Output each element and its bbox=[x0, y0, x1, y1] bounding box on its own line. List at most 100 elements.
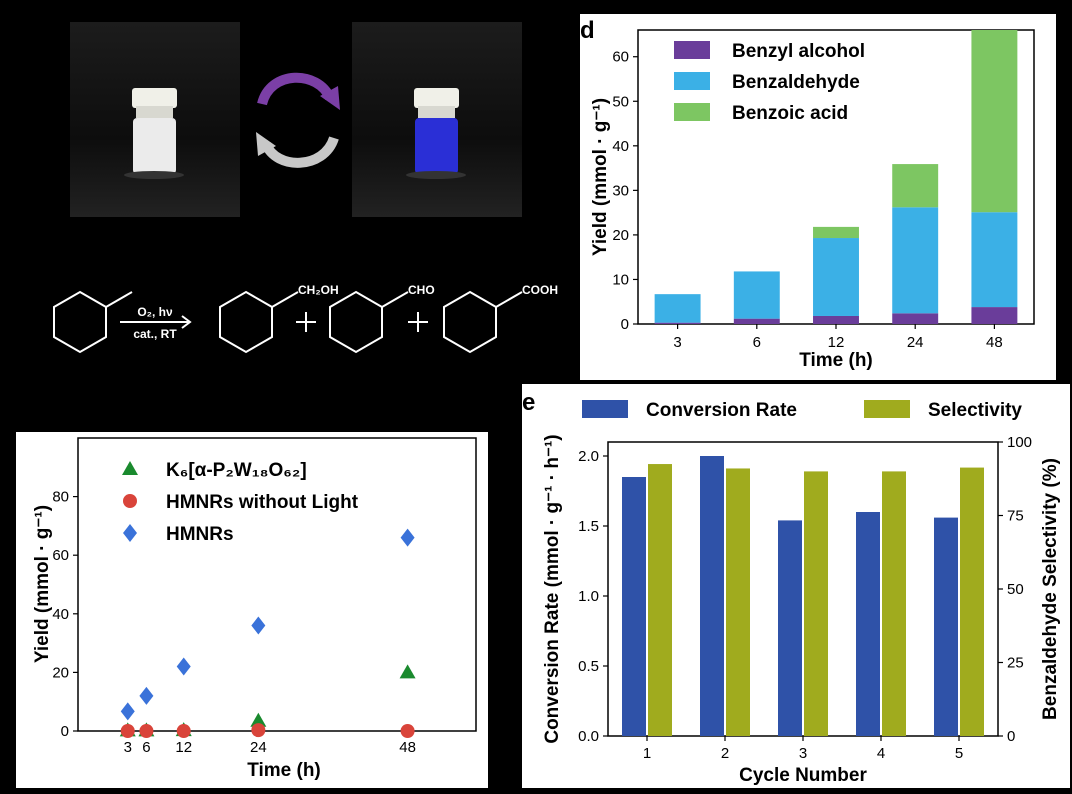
legend-label: Conversion Rate bbox=[646, 400, 797, 421]
legend-label: Benzaldehyde bbox=[732, 72, 860, 93]
point-circle bbox=[400, 724, 415, 738]
legend-label: HMNRs without Light bbox=[166, 492, 359, 513]
cycle-arrow-bottom-head bbox=[256, 132, 276, 156]
cycle-arrow-bottom bbox=[261, 136, 339, 168]
bar-benzyl-alcohol bbox=[892, 313, 939, 324]
legend-marker bbox=[122, 461, 138, 475]
chart-e-panel: e 0.0 0.5 1.0 1.5 2.0 0 25 50 75 100 1 2 3 4 5 Conversi… bbox=[522, 384, 1070, 788]
point-diamond bbox=[251, 616, 266, 635]
legend-label: Benzyl alcohol bbox=[732, 41, 865, 62]
y-tick-label: 40 bbox=[52, 606, 69, 623]
benzoic-acid-ring bbox=[443, 290, 497, 354]
x-tick-label: 3 bbox=[799, 745, 807, 762]
chart-c-panel: 0 20 40 60 80 3 6 12 24 48 K₆[α-P₂W₁₈O₆₂] HMNRs wit… bbox=[16, 432, 488, 788]
bar-selectivity bbox=[882, 471, 906, 736]
bar-conversion-rate bbox=[778, 520, 802, 736]
product-label-cho: CHO bbox=[408, 283, 435, 297]
plot-frame bbox=[77, 437, 477, 732]
bar-benzaldehyde bbox=[733, 271, 780, 319]
x-tick-label: 24 bbox=[907, 334, 924, 351]
x-tick-label: 6 bbox=[142, 739, 150, 756]
bar-benzyl-alcohol bbox=[654, 322, 701, 324]
x-tick-label: 12 bbox=[828, 334, 845, 351]
y-axis-left-title: Conversion Rate (mmol · g⁻¹ · h⁻¹) bbox=[542, 434, 563, 743]
y-tick-label: 60 bbox=[612, 49, 629, 66]
bar-benzoic-acid bbox=[813, 226, 859, 239]
y-tick-label: 50 bbox=[612, 93, 629, 110]
x-tick-label: 12 bbox=[175, 739, 192, 756]
y-tick-label: 30 bbox=[612, 182, 629, 199]
legend-marker bbox=[123, 494, 137, 508]
bar-benzaldehyde bbox=[892, 207, 939, 314]
bar-benzyl-alcohol bbox=[813, 315, 859, 324]
cycle-arrow-top-head bbox=[320, 86, 340, 110]
bar-benzyl-alcohol bbox=[733, 318, 780, 324]
y-right-tick-label: 50 bbox=[1007, 581, 1024, 598]
legend-swatch bbox=[674, 72, 710, 90]
photo-after-irradiation bbox=[352, 22, 522, 217]
bar-conversion-rate bbox=[856, 512, 880, 736]
point-diamond bbox=[400, 528, 415, 547]
bar-selectivity bbox=[648, 464, 672, 736]
product-label-ch2oh: CH₂OH bbox=[298, 283, 339, 297]
benzaldehyde-ring bbox=[329, 290, 383, 354]
chart-c: 0 20 40 60 80 3 6 12 24 48 K₆[α-P₂W₁₈O₆₂] HMNRs wit… bbox=[32, 437, 477, 781]
x-tick-label: 5 bbox=[955, 745, 963, 762]
y-right-tick-label: 100 bbox=[1007, 434, 1032, 451]
point-circle bbox=[251, 723, 266, 738]
x-axis-title: Cycle Number bbox=[739, 765, 867, 786]
bar-conversion-rate bbox=[700, 456, 724, 736]
point-diamond bbox=[120, 702, 135, 721]
point-circle bbox=[176, 724, 191, 738]
vial-liquid bbox=[133, 118, 176, 174]
legend-swatch bbox=[674, 103, 710, 121]
cycle-arrow-top bbox=[257, 72, 335, 106]
point-diamond bbox=[139, 686, 154, 705]
bar-conversion-rate bbox=[934, 517, 958, 736]
y-tick-label: 40 bbox=[612, 138, 629, 155]
point-circle bbox=[120, 724, 135, 738]
chart-e: e 0.0 0.5 1.0 1.5 2.0 0 25 50 75 100 1 2 3 4 5 Conversi… bbox=[522, 389, 1061, 786]
x-tick-label: 6 bbox=[753, 334, 761, 351]
x-tick-label: 2 bbox=[721, 745, 729, 762]
product-label-cooh: COOH bbox=[522, 283, 558, 297]
y-tick-label: 0 bbox=[621, 316, 629, 333]
y-left-tick-label: 0.0 bbox=[578, 728, 599, 745]
bar-benzoic-acid bbox=[971, 30, 1018, 213]
point-circle bbox=[139, 724, 154, 738]
y-tick-label: 0 bbox=[61, 723, 69, 740]
vial-liquid bbox=[415, 118, 458, 174]
legend-swatch bbox=[864, 400, 910, 418]
x-tick-label: 3 bbox=[124, 739, 132, 756]
panel-label-e: e bbox=[522, 389, 535, 416]
y-tick-label: 10 bbox=[612, 271, 629, 288]
bar-selectivity bbox=[726, 468, 750, 736]
point-diamond bbox=[176, 657, 191, 676]
legend-marker bbox=[123, 524, 137, 542]
legend-label: Benzoic acid bbox=[732, 103, 848, 124]
chart-d-panel: d 0 10 20 30 40 50 60 3 6 12 24 48 Benzyl alcohol Ben… bbox=[580, 14, 1056, 380]
x-tick-label: 3 bbox=[673, 334, 681, 351]
x-tick-label: 48 bbox=[986, 334, 1003, 351]
x-axis-title: Time (h) bbox=[247, 760, 321, 781]
y-left-tick-label: 1.5 bbox=[578, 518, 599, 535]
y-axis-title: Yield (mmol · g⁻¹) bbox=[590, 98, 611, 256]
y-axis-right-title: Benzaldehyde Selectivity (%) bbox=[1040, 458, 1061, 720]
y-left-tick-label: 0.5 bbox=[578, 658, 599, 675]
panel-label-d: d bbox=[580, 17, 595, 44]
reaction-condition-top: O₂, hν bbox=[137, 305, 173, 319]
bar-benzaldehyde bbox=[654, 294, 701, 323]
legend-label: K₆[α-P₂W₁₈O₆₂] bbox=[166, 460, 307, 481]
x-axis-title: Time (h) bbox=[799, 350, 873, 371]
y-left-tick-label: 2.0 bbox=[578, 448, 599, 465]
x-tick-label: 1 bbox=[643, 745, 651, 762]
legend-swatch bbox=[674, 41, 710, 59]
bar-conversion-rate bbox=[622, 477, 646, 736]
reaction-scheme: O₂, hν cat., RT CH₂OH CHO COOH bbox=[53, 283, 558, 354]
y-left-tick-label: 1.0 bbox=[578, 588, 599, 605]
y-tick-label: 80 bbox=[52, 489, 69, 506]
x-tick-label: 4 bbox=[877, 745, 885, 762]
bar-selectivity bbox=[960, 467, 984, 736]
bar-benzaldehyde bbox=[971, 212, 1018, 308]
